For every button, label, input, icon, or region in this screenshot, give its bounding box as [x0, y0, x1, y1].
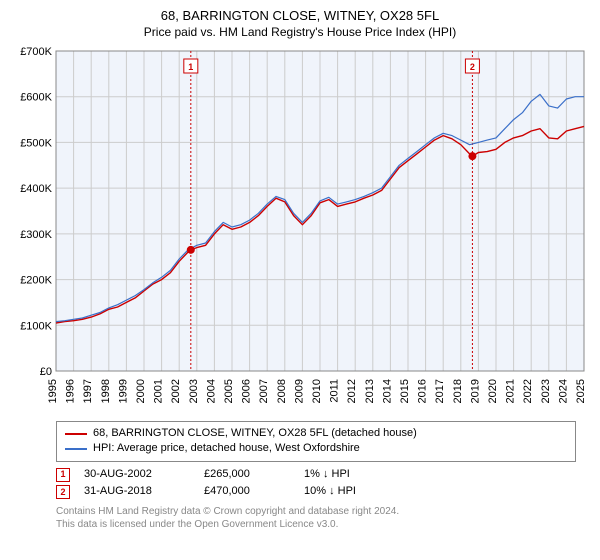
sale-date: 30-AUG-2002 [84, 466, 204, 484]
chart-area: £0 £100K £200K £300K £400K £500K £600K £700K 199… [10, 45, 590, 415]
legend-label: HPI: Average price, detached house, West… [93, 441, 360, 456]
legend-swatch [65, 448, 87, 450]
sales-table: 1 30-AUG-2002£265,0001% ↓ HPI 2 31-AUG-2018… [56, 466, 590, 501]
y-axis-tick-label: £0 [40, 366, 52, 378]
footer-line-1: Contains HM Land Registry data © Crown c… [56, 505, 590, 518]
x-axis-tick-label: 1997 [82, 379, 94, 403]
y-axis-tick-label: £700K [20, 46, 52, 58]
x-axis-tick-label: 2001 [153, 379, 165, 403]
y-axis-tick-label: £600K [20, 92, 52, 104]
x-axis-tick-label: 2019 [469, 379, 481, 403]
x-axis-tick-label: 2021 [505, 379, 517, 403]
chart-container: 68, BARRINGTON CLOSE, WITNEY, OX28 5FL P… [0, 0, 600, 560]
x-axis-tick-label: 2015 [399, 379, 411, 403]
y-axis-tick-label: £500K [20, 137, 52, 149]
x-axis-tick-label: 2023 [540, 379, 552, 403]
chart-subtitle: Price paid vs. HM Land Registry's House … [10, 25, 590, 39]
x-axis-tick-label: 2016 [417, 379, 429, 403]
x-axis-tick-label: 2007 [258, 379, 270, 403]
x-axis-tick-label: 1995 [47, 379, 59, 403]
x-axis-tick-label: 1996 [65, 379, 77, 403]
x-axis-tick-label: 2022 [522, 379, 534, 403]
footer-line-2: This data is licensed under the Open Gov… [56, 518, 590, 531]
x-axis-tick-label: 1999 [117, 379, 129, 403]
sale-row: 1 30-AUG-2002£265,0001% ↓ HPI [56, 466, 590, 484]
sale-marker-box: 2 [56, 485, 70, 499]
x-axis-tick-label: 1998 [100, 379, 112, 403]
x-axis-tick-label: 2011 [329, 379, 341, 403]
x-axis-tick-label: 2002 [170, 379, 182, 403]
x-axis-tick-label: 2010 [311, 379, 323, 403]
sale-price: £265,000 [204, 466, 304, 484]
x-axis-tick-label: 2014 [381, 379, 393, 403]
legend-item: HPI: Average price, detached house, West… [65, 441, 567, 456]
sale-date: 31-AUG-2018 [84, 483, 204, 501]
x-axis-tick-label: 2025 [575, 379, 587, 403]
x-axis-tick-label: 2005 [223, 379, 235, 403]
line-chart: £0 £100K £200K £300K £400K £500K £600K £700K 199… [10, 45, 590, 415]
x-axis-tick-label: 2012 [346, 379, 358, 403]
legend-label: 68, BARRINGTON CLOSE, WITNEY, OX28 5FL (… [93, 426, 417, 441]
sale-marker-label: 2 [470, 62, 475, 72]
chart-title: 68, BARRINGTON CLOSE, WITNEY, OX28 5FL [10, 8, 590, 23]
y-axis-tick-label: £200K [20, 275, 52, 287]
sale-diff: 1% ↓ HPI [304, 466, 404, 484]
sale-diff: 10% ↓ HPI [304, 483, 404, 501]
y-axis-tick-label: £400K [20, 183, 52, 195]
y-axis-tick-label: £100K [20, 320, 52, 332]
x-axis-tick-label: 2004 [205, 379, 217, 403]
x-axis-tick-label: 2008 [276, 379, 288, 403]
footer-attribution: Contains HM Land Registry data © Crown c… [56, 505, 590, 531]
x-axis-tick-label: 2000 [135, 379, 147, 403]
x-axis-tick-label: 2013 [364, 379, 376, 403]
sale-row: 2 31-AUG-2018£470,00010% ↓ HPI [56, 483, 590, 501]
x-axis-tick-label: 2020 [487, 379, 499, 403]
legend-swatch [65, 433, 87, 435]
x-axis-tick-label: 2024 [557, 379, 569, 403]
sale-price: £470,000 [204, 483, 304, 501]
y-axis-tick-label: £300K [20, 229, 52, 241]
x-axis-tick-label: 2006 [241, 379, 253, 403]
legend-item: 68, BARRINGTON CLOSE, WITNEY, OX28 5FL (… [65, 426, 567, 441]
x-axis-tick-label: 2009 [293, 379, 305, 403]
sale-marker-box: 1 [56, 468, 70, 482]
sale-marker-label: 1 [188, 62, 193, 72]
x-axis-tick-label: 2018 [452, 379, 464, 403]
x-axis-tick-label: 2003 [188, 379, 200, 403]
legend: 68, BARRINGTON CLOSE, WITNEY, OX28 5FL (… [56, 421, 576, 462]
x-axis-tick-label: 2017 [434, 379, 446, 403]
